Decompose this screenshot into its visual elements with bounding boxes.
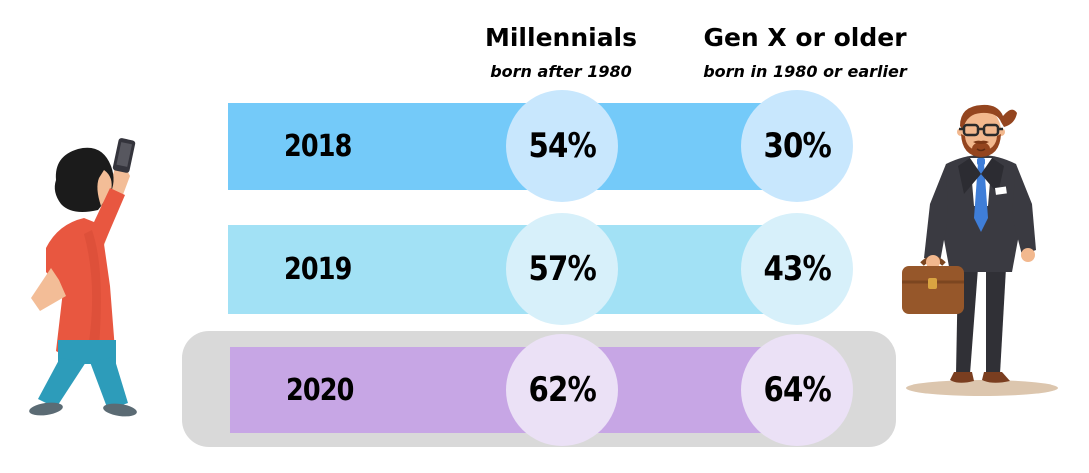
value-circle-2018-genx: 30% — [741, 90, 853, 202]
value-circle-2020-millennials: 62% — [506, 334, 618, 446]
selfie-person-illustration — [29, 138, 137, 417]
value-circle-2019-millennials: 57% — [506, 213, 618, 325]
genx-subtitle: born in 1980 or earlier — [703, 61, 907, 81]
column-header-millennials: Millennials born after 1980 — [452, 24, 670, 81]
value-circle-2018-millennials: 54% — [506, 90, 618, 202]
value-circle-2019-genx: 43% — [741, 213, 853, 325]
millennials-subtitle: born after 1980 — [490, 61, 632, 81]
year-label-2020: 2020 — [286, 372, 354, 408]
year-label-2019: 2019 — [284, 252, 352, 287]
millennials-title: Millennials — [484, 23, 638, 52]
businessman-illustration — [902, 104, 1058, 396]
value-circle-2020-genx: 64% — [741, 334, 853, 446]
genx-title: Gen X or older — [703, 23, 907, 52]
year-label-2018: 2018 — [284, 129, 352, 164]
column-header-genx: Gen X or older born in 1980 or earlier — [693, 24, 917, 81]
